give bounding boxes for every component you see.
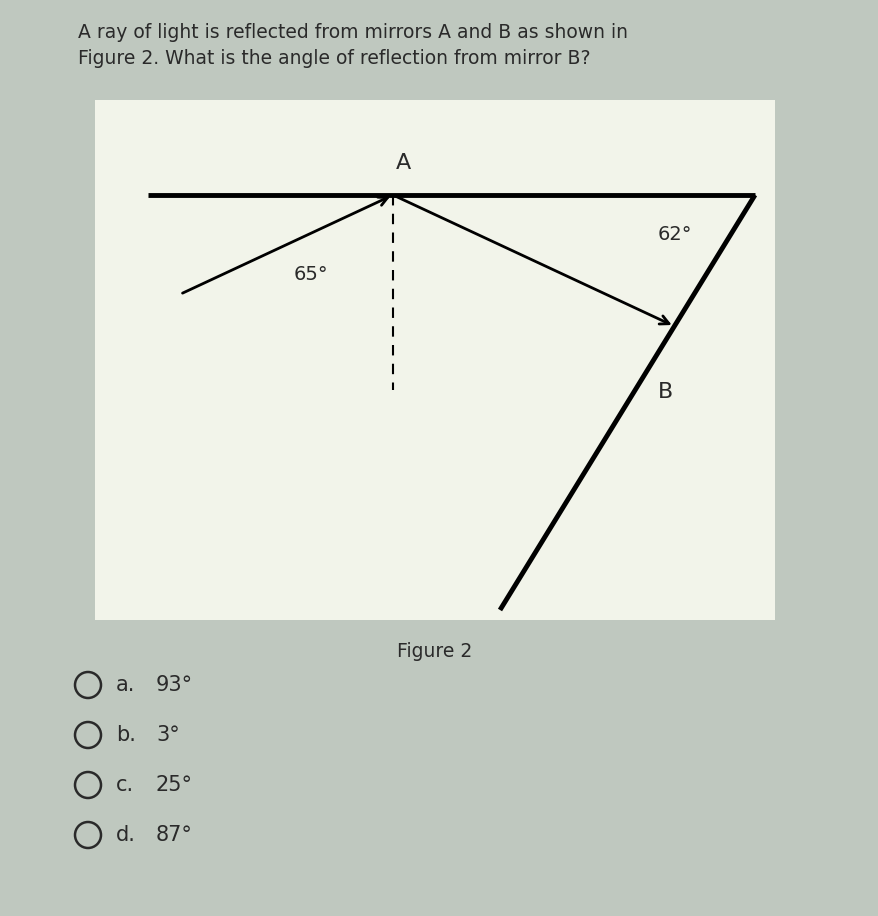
Text: 65°: 65° [293, 266, 328, 285]
Text: 62°: 62° [657, 225, 692, 245]
Text: d.: d. [116, 825, 136, 845]
Text: A ray of light is reflected from mirrors A and B as shown in
Figure 2. What is t: A ray of light is reflected from mirrors… [78, 23, 627, 69]
Text: 87°: 87° [155, 825, 192, 845]
Text: 3°: 3° [155, 725, 179, 745]
Text: c.: c. [116, 775, 134, 795]
Text: 93°: 93° [155, 675, 193, 695]
Text: B: B [657, 383, 673, 402]
Text: b.: b. [116, 725, 136, 745]
Text: 25°: 25° [155, 775, 193, 795]
Text: a.: a. [116, 675, 135, 695]
Text: A: A [395, 153, 410, 173]
FancyBboxPatch shape [95, 100, 774, 620]
Text: Figure 2: Figure 2 [397, 642, 472, 661]
